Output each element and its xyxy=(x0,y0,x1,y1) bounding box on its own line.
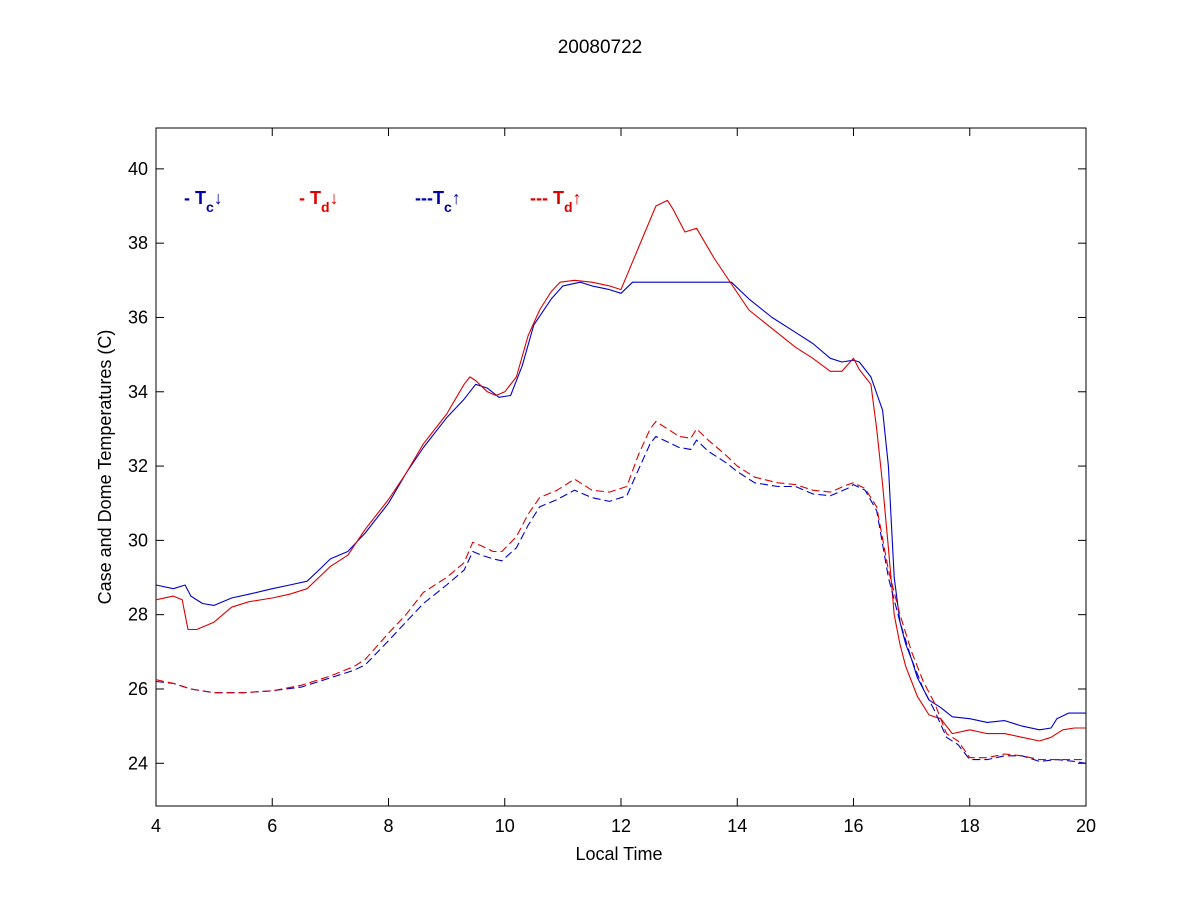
y-axis-ticks: 24 26 28 30 32 34 36 38 40 xyxy=(128,159,1086,773)
chart-title: 20080722 xyxy=(558,37,643,58)
legend-entry-3: ---Tc↑ xyxy=(415,188,461,215)
series-line-2 xyxy=(155,199,1086,742)
legend: - Tc↓ - Td↓ ---Tc↑ --- Td↑ xyxy=(184,188,582,215)
plot-area xyxy=(155,127,1087,807)
x-tick-label: 16 xyxy=(843,816,863,836)
y-tick-label: 28 xyxy=(128,605,148,625)
x-tick-label: 6 xyxy=(267,816,277,836)
y-tick-label: 38 xyxy=(128,233,148,253)
series-line-3 xyxy=(155,435,1087,764)
y-tick-label: 36 xyxy=(128,307,148,327)
x-tick-label: 8 xyxy=(383,816,393,836)
y-tick-label: 24 xyxy=(128,753,148,773)
y-tick-label: 26 xyxy=(128,679,148,699)
x-tick-label: 4 xyxy=(151,816,161,836)
series-line-1 xyxy=(155,281,1086,731)
x-axis-label: Local Time xyxy=(575,844,662,864)
legend-entry-4: --- Td↑ xyxy=(530,188,582,215)
y-tick-label: 34 xyxy=(128,382,148,402)
legend-entry-2: - Td↓ xyxy=(299,188,339,215)
x-tick-label: 12 xyxy=(611,816,631,836)
x-axis-ticks: 4 6 8 10 12 14 16 18 20 xyxy=(151,128,1096,836)
y-tick-label: 32 xyxy=(128,456,148,476)
x-tick-label: 18 xyxy=(960,816,980,836)
x-tick-label: 20 xyxy=(1076,816,1096,836)
x-tick-label: 10 xyxy=(495,816,515,836)
y-axis-label: Case and Dome Temperatures (C) xyxy=(95,330,115,605)
legend-entry-1: - Tc↓ xyxy=(184,188,223,215)
y-tick-label: 30 xyxy=(128,530,148,550)
series-group xyxy=(155,199,1087,764)
y-tick-label: 40 xyxy=(128,159,148,179)
x-tick-label: 14 xyxy=(727,816,747,836)
